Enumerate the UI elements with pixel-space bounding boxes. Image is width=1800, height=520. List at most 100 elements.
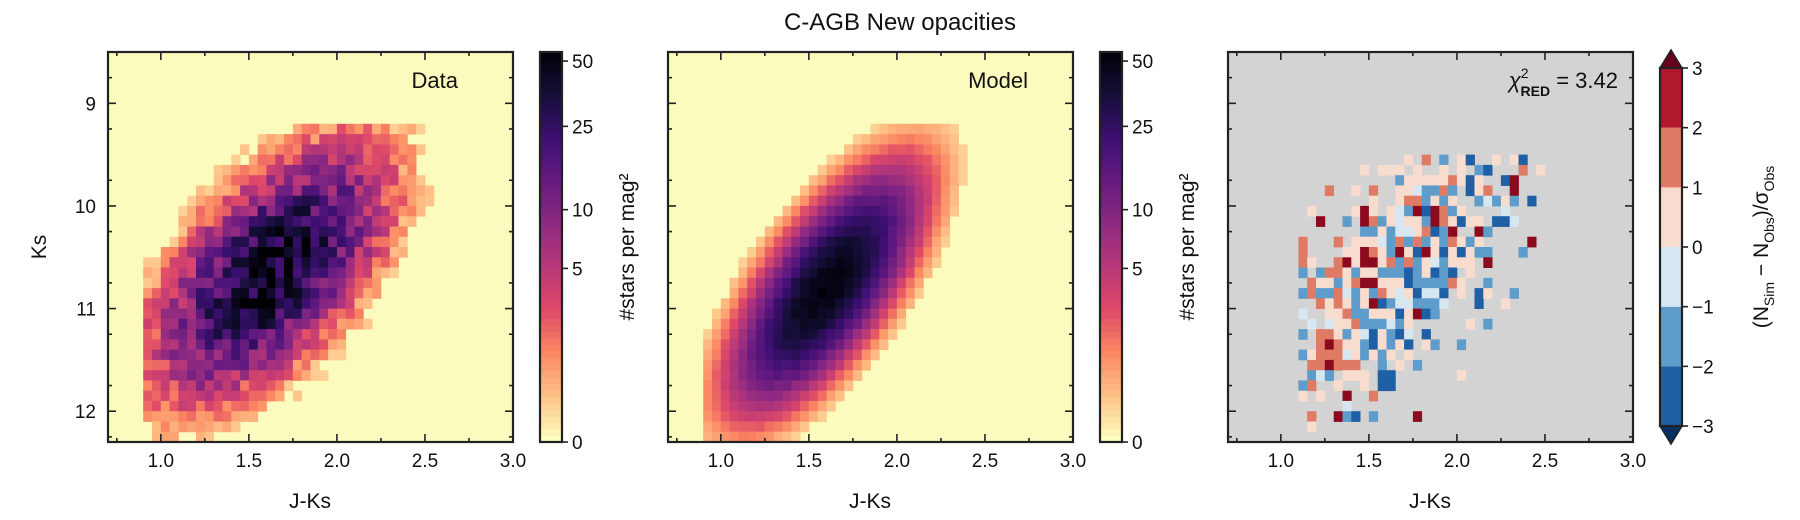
heatmap-cell — [275, 267, 285, 279]
residual-cell — [1439, 175, 1449, 186]
heatmap-cell — [835, 277, 845, 289]
heatmap-cell — [152, 288, 162, 299]
heatmap-cell — [756, 247, 766, 258]
heatmap-cell — [720, 298, 730, 309]
heatmap-cell — [958, 175, 968, 186]
heatmap-cell — [178, 216, 188, 227]
heatmap-cell — [791, 247, 801, 258]
panel-residual-label: χ2 RED = 3.42 — [1507, 65, 1618, 99]
residual-cell — [1377, 226, 1387, 238]
residual-cell — [1377, 216, 1387, 227]
heatmap-cell — [888, 226, 898, 238]
heatmap-cell — [782, 226, 792, 238]
colorbar-block — [1100, 195, 1122, 202]
heatmap-cell — [222, 349, 232, 361]
heatmap-cell — [319, 154, 329, 166]
heatmap-cell — [773, 421, 783, 433]
residual-cell — [1316, 339, 1326, 351]
residual-cell — [1324, 288, 1334, 299]
heatmap-cell — [888, 195, 898, 207]
residual-cell — [1316, 349, 1326, 361]
heatmap-cell — [905, 123, 915, 135]
residual-cell — [1333, 411, 1343, 422]
heatmap-cell — [782, 288, 792, 299]
colorbar-residual-label: (NSim − NObs)/σObs — [1750, 166, 1777, 329]
heatmap-cell — [257, 247, 267, 258]
x-tick-label: 3.0 — [1060, 451, 1086, 472]
heatmap-cell — [808, 257, 819, 268]
heatmap-cell — [196, 421, 206, 433]
heatmap-cell — [389, 267, 399, 279]
residual-colorbar-tick-label: 1 — [1692, 178, 1703, 199]
heatmap-cell — [720, 329, 730, 340]
heatmap-cell — [196, 308, 206, 320]
residual-cell — [1360, 247, 1370, 258]
heatmap-cell — [870, 267, 880, 279]
residual-cell — [1492, 154, 1502, 166]
heatmap-cell — [275, 298, 285, 309]
heatmap-cell — [363, 267, 373, 279]
heatmap-cell — [336, 205, 347, 217]
heatmap-cell — [196, 298, 206, 309]
colorbar-block — [540, 429, 562, 436]
heatmap-cell — [888, 185, 898, 197]
heatmap-cell — [178, 380, 188, 392]
heatmap-cell — [738, 288, 748, 299]
heatmap-cell — [213, 205, 223, 217]
residual-cell — [1316, 370, 1326, 381]
panel-residual-xlabel: J-Ks — [1409, 490, 1451, 513]
colorbar-block — [1100, 123, 1122, 131]
residual-cell — [1456, 370, 1467, 381]
heatmap-cell — [354, 226, 364, 238]
heatmap-cell — [328, 236, 338, 248]
heatmap-cell — [879, 318, 889, 330]
heatmap-cell — [222, 318, 232, 330]
heatmap-cell — [222, 298, 232, 309]
colorbar-model-blocks — [1100, 52, 1122, 443]
residual-cell — [1412, 164, 1423, 176]
heatmap-cell — [738, 380, 748, 392]
heatmap-cell — [213, 298, 223, 309]
heatmap-cell — [196, 370, 206, 381]
heatmap-cell — [345, 205, 355, 217]
heatmap-cell — [800, 411, 810, 422]
residual-cell — [1421, 308, 1431, 320]
heatmap-cell — [160, 349, 170, 361]
heatmap-cell — [266, 298, 276, 309]
heatmap-cell — [301, 185, 311, 197]
heatmap-cell — [835, 390, 845, 402]
heatmap-cell — [310, 236, 320, 248]
heatmap-cell — [764, 308, 774, 320]
heatmap-cell — [380, 185, 391, 197]
heatmap-cell — [896, 164, 907, 176]
heatmap-cell — [213, 216, 223, 227]
heatmap-cell — [178, 205, 188, 217]
heatmap-cell — [888, 298, 898, 309]
heatmap-cell — [310, 298, 320, 309]
heatmap-cell — [187, 247, 197, 258]
heatmap-cell — [729, 400, 739, 412]
heatmap-cell — [817, 185, 827, 197]
heatmap-cell — [328, 329, 338, 340]
residual-cell — [1395, 318, 1405, 330]
residual-cell — [1456, 164, 1467, 176]
heatmap-cell — [764, 298, 774, 309]
residual-colorbar-block — [1660, 68, 1682, 128]
residual-cell — [1474, 298, 1484, 309]
colorbar-block — [540, 71, 562, 79]
heatmap-cell — [204, 349, 214, 361]
heatmap-cell — [782, 277, 792, 289]
heatmap-cell — [196, 205, 206, 217]
heatmap-cell — [248, 400, 259, 412]
heatmap-cell — [372, 226, 382, 238]
heatmap-cell — [852, 339, 863, 351]
heatmap-cell — [248, 277, 259, 289]
residual-cell — [1395, 339, 1405, 351]
x-tick-label: 1.5 — [1356, 451, 1382, 472]
residual-cell — [1324, 370, 1334, 381]
heatmap-cell — [747, 359, 757, 371]
panel-data-ylabel: Ks — [28, 235, 51, 260]
heatmap-cell — [791, 390, 801, 402]
heatmap-cell — [835, 226, 845, 238]
heatmap-cell — [178, 400, 188, 412]
